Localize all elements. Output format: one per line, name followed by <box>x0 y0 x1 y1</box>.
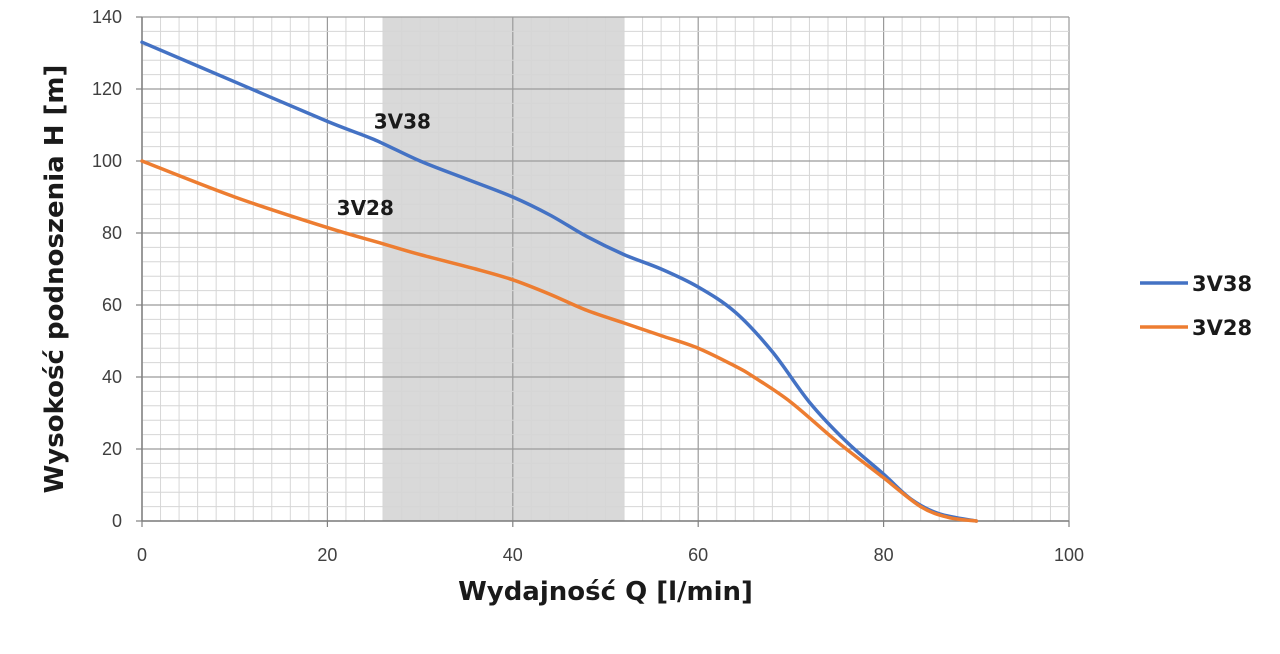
y-tick-label: 40 <box>102 367 122 387</box>
y-tick-label: 0 <box>112 511 122 531</box>
x-tick-label: 40 <box>503 545 523 565</box>
x-tick-label: 100 <box>1054 545 1084 565</box>
y-tick-label: 100 <box>92 151 122 171</box>
x-tick-label: 0 <box>137 545 147 565</box>
y-tick-label: 120 <box>92 79 122 99</box>
series-label-3v38: 3V38 <box>374 110 431 134</box>
x-tick-label: 60 <box>688 545 708 565</box>
highlight-band <box>383 17 625 521</box>
series-line-3v38 <box>140 40 979 523</box>
series-lines <box>140 40 979 523</box>
y-axis-title: Wysokość podnoszenia H [m] <box>40 65 70 494</box>
y-tick-label: 60 <box>102 295 122 315</box>
y-tick-label: 140 <box>92 7 122 27</box>
x-tick-label: 80 <box>874 545 894 565</box>
series-line-3v28 <box>140 159 979 523</box>
grid <box>141 16 1070 522</box>
axes <box>136 16 1070 527</box>
legend: 3V38 3V28 <box>1140 272 1252 340</box>
tick-labels: 0 20 40 60 80 100 0 20 40 60 80 100 120 140 <box>92 7 1084 565</box>
series-label-3v28: 3V28 <box>337 196 394 220</box>
x-axis-title: Wydajność Q [l/min] <box>458 577 753 607</box>
legend-label-3v28: 3V28 <box>1192 316 1252 340</box>
series-labels: 3V38 3V28 <box>337 110 431 220</box>
y-tick-label: 80 <box>102 223 122 243</box>
legend-label-3v38: 3V38 <box>1192 272 1252 296</box>
x-tick-label: 20 <box>317 545 337 565</box>
y-tick-label: 20 <box>102 439 122 459</box>
